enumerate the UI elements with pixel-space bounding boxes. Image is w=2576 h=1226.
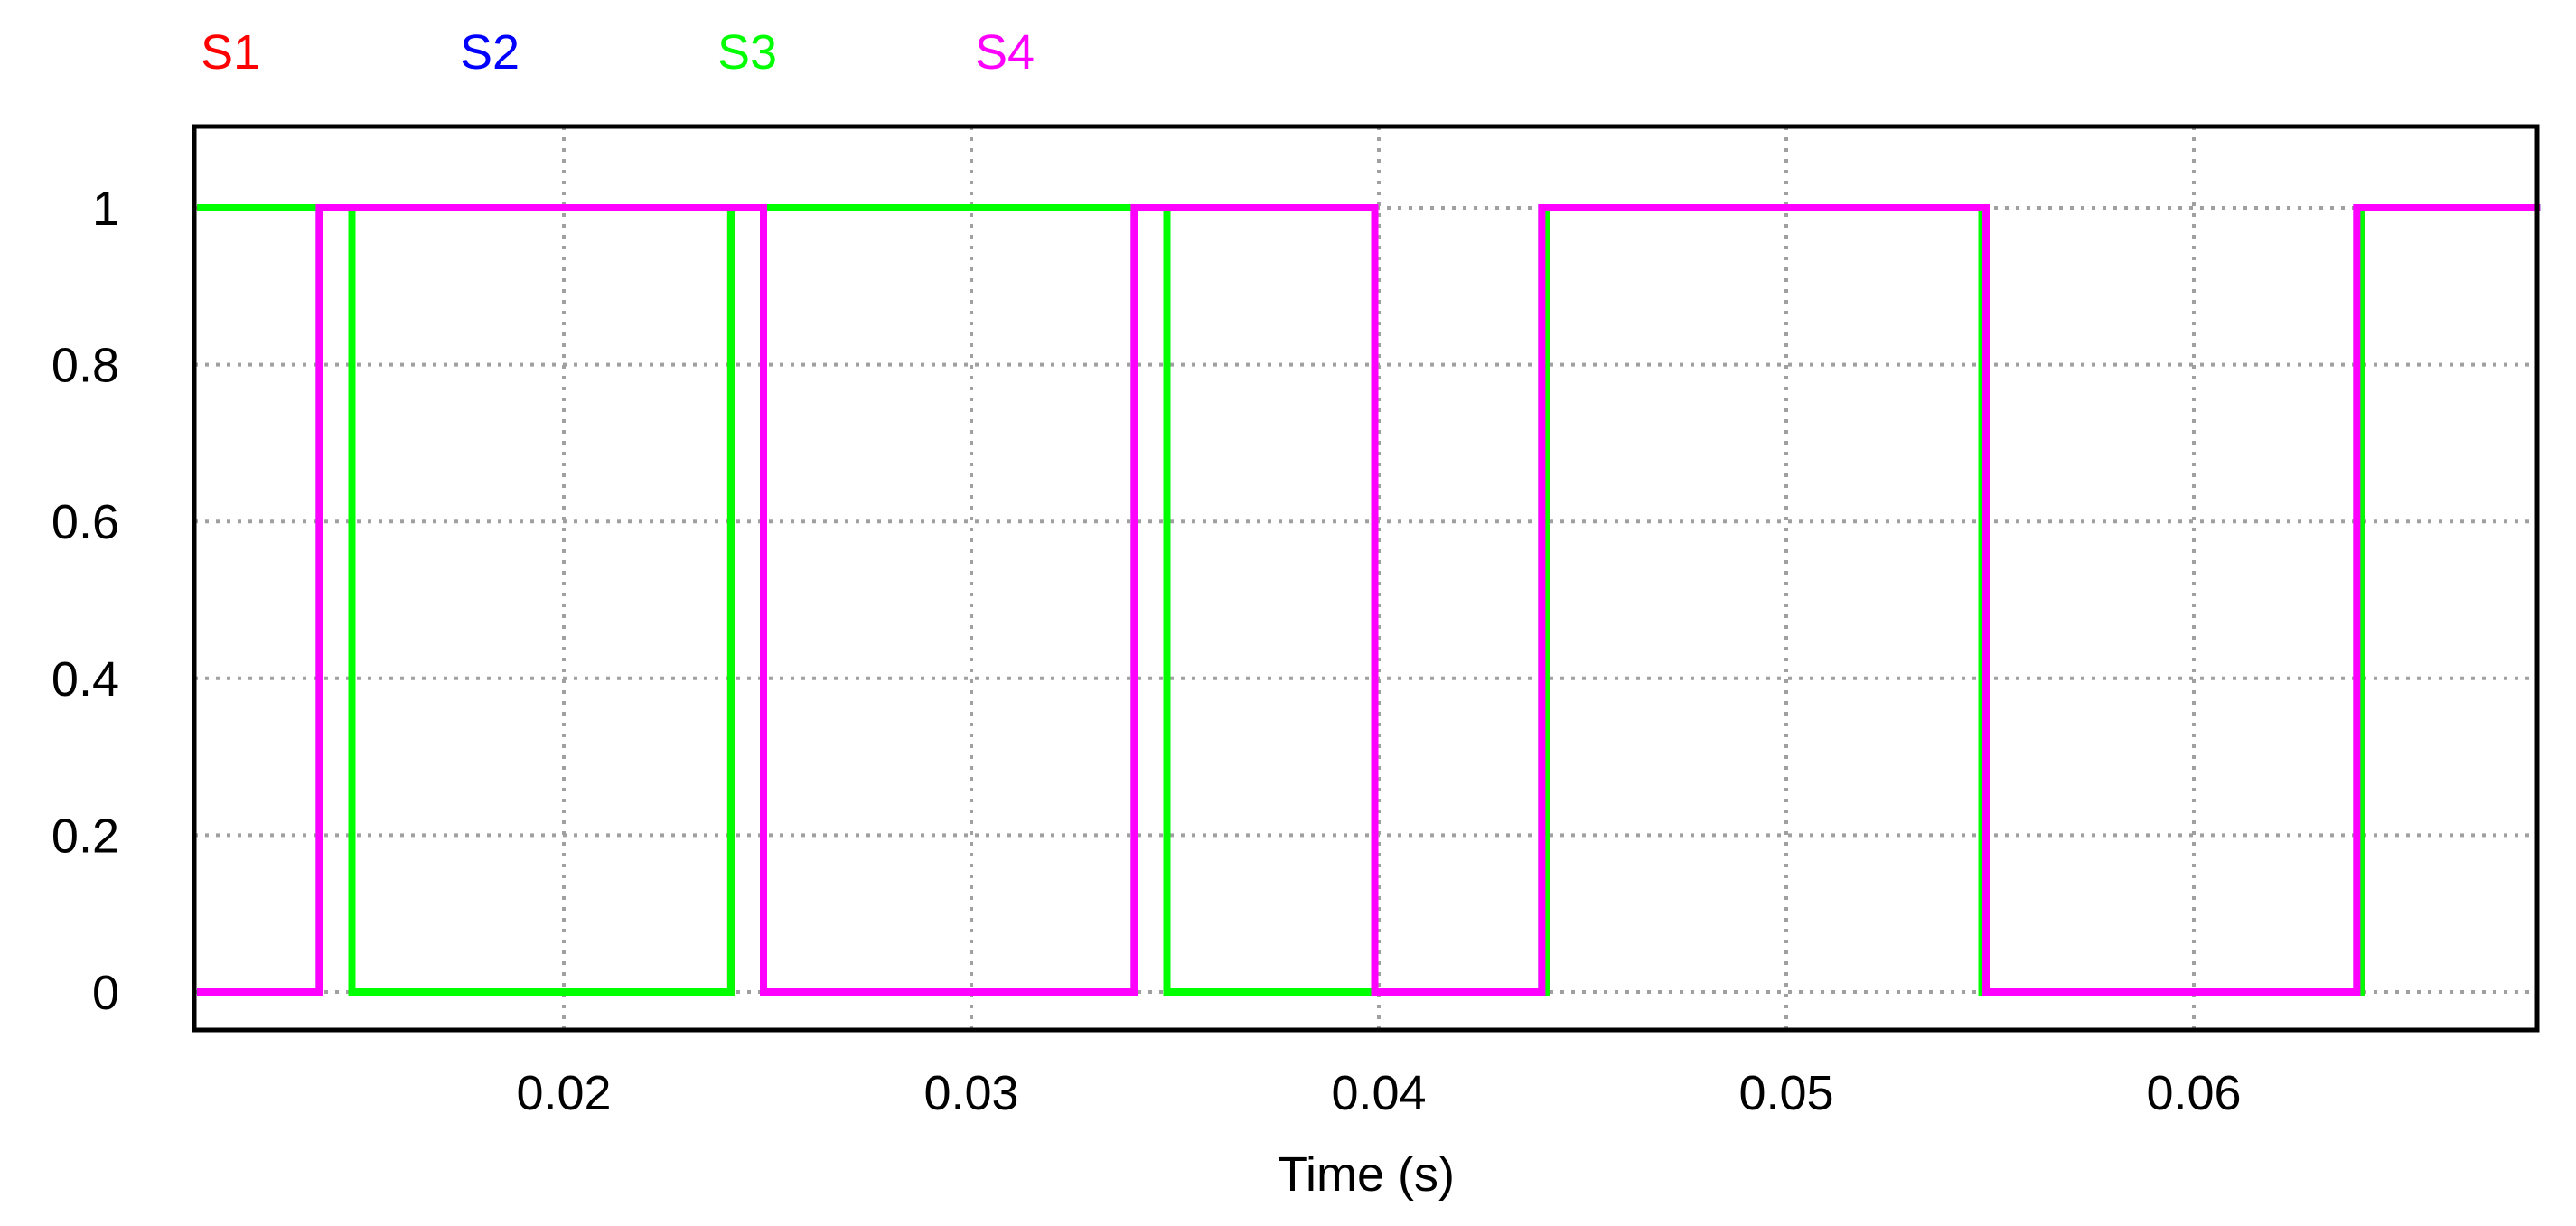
series-line-s2 (197, 204, 2541, 996)
y-tick-label: 0.4 (52, 652, 119, 707)
series-line-s3 (197, 204, 2541, 996)
grid (194, 126, 2537, 1030)
y-tick-label: 0 (92, 966, 119, 1020)
y-tick-label: 0.8 (52, 339, 119, 393)
legend-entry-s3: S3 (717, 25, 777, 80)
y-axis-ticks: 0 0.2 0.4 0.6 0.8 1 (52, 182, 119, 1020)
x-tick-label: 0.06 (2146, 1066, 2241, 1120)
legend-entry-s2: S2 (460, 25, 520, 80)
x-tick-label: 0.03 (923, 1066, 1018, 1120)
x-tick-label: 0.04 (1331, 1066, 1426, 1120)
y-tick-label: 0.2 (52, 809, 119, 863)
series-line-s4 (197, 204, 2541, 996)
x-axis-ticks: 0.02 0.03 0.04 0.05 0.06 (516, 1066, 2241, 1120)
series-lines (197, 204, 2541, 996)
series-line-s1 (197, 204, 2541, 996)
x-axis-title: Time (s) (1278, 1147, 1455, 1202)
x-tick-label: 0.05 (1738, 1066, 1833, 1120)
legend-entry-s1: S1 (201, 25, 260, 80)
legend-entry-s4: S4 (975, 25, 1035, 80)
x-tick-label: 0.02 (516, 1066, 611, 1120)
plot-frame (192, 124, 2540, 1033)
legend: S1 S2 S3 S4 (201, 25, 1035, 80)
y-tick-label: 0.6 (52, 495, 119, 549)
y-tick-label: 1 (92, 182, 119, 236)
